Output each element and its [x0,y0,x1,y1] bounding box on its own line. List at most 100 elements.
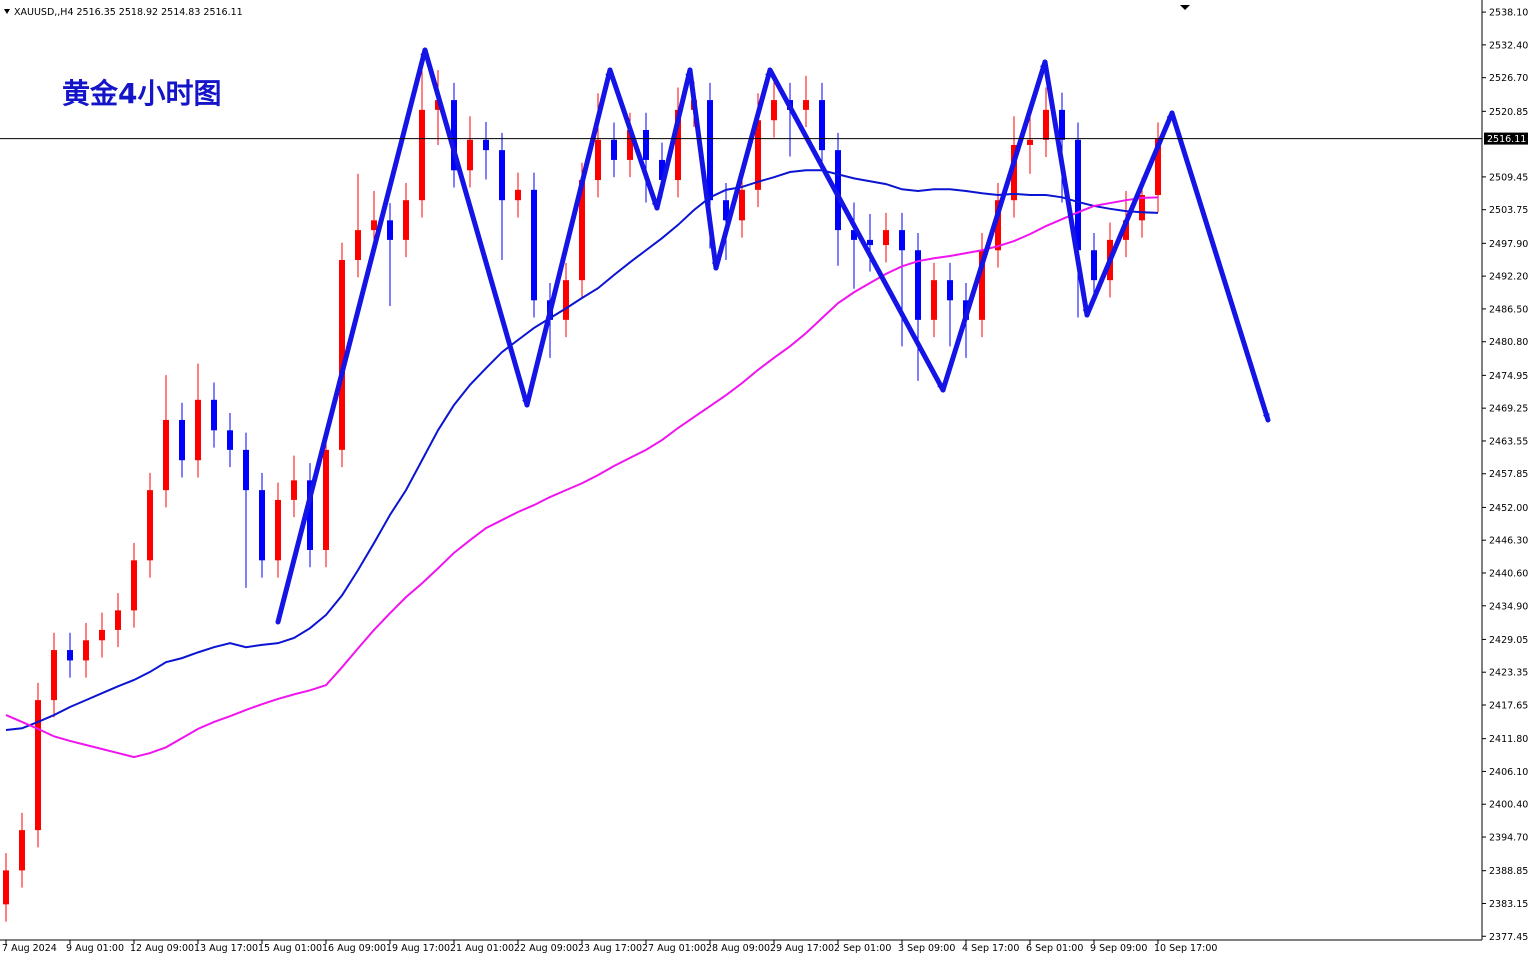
x-tick-label: 19 Aug 17:00 [386,943,450,954]
arrow [767,67,946,393]
arrow [1169,110,1271,423]
y-tick-label: 2440.60 [1489,568,1528,579]
candle-body [803,100,809,110]
candle-body [387,220,393,240]
arrow [713,67,773,271]
candle-body [995,200,1001,251]
candle-body [899,230,905,251]
candle-body [35,700,41,831]
y-tick-label: 2503.75 [1489,205,1528,216]
arrow [524,67,613,408]
y-tick-label: 2526.70 [1489,73,1528,84]
x-tick-label: 15 Aug 01:00 [258,943,322,954]
candle-body [755,120,761,190]
candle-body [339,260,345,450]
candle-body [323,449,329,550]
y-tick-label: 2497.90 [1489,239,1528,250]
y-tick-label: 2388.85 [1489,866,1528,877]
candle-body [147,490,153,561]
candle-body [291,480,297,500]
y-tick-label: 2383.15 [1489,899,1528,910]
candle-body [771,100,777,121]
candle-body [915,250,921,320]
arrow [1084,110,1175,318]
candle-body [867,239,873,246]
candle-body [227,430,233,450]
x-tick-label: 4 Sep 17:00 [962,943,1019,954]
x-tick-label: 23 Aug 17:00 [578,943,642,954]
candle-body [515,189,521,201]
candle-body [1027,139,1033,145]
candle-body [1043,109,1049,140]
chart-header: XAUUSD,,H4 2516.35 2518.92 2514.83 2516.… [14,7,243,18]
x-tick-label: 22 Aug 09:00 [514,943,578,954]
candle-body [179,419,185,461]
x-tick-label: 13 Aug 17:00 [194,943,258,954]
candle-body [851,230,857,240]
y-tick-label: 2486.50 [1489,304,1528,315]
candle-body [707,100,713,201]
candle-body [211,399,217,431]
moving-average-line [5,196,1159,759]
candle-body [435,100,441,110]
candle-body [371,220,377,231]
candle-body [739,189,745,221]
x-tick-label: 3 Sep 09:00 [898,943,955,954]
y-tick-label: 2406.10 [1489,767,1528,778]
candle-body [1139,195,1145,221]
arrow [940,59,1048,393]
candle-body [419,109,425,201]
y-tick-label: 2446.30 [1489,536,1528,547]
candle-body [243,449,249,491]
candle-body [1091,250,1097,281]
candle-body [979,250,985,320]
candle-body [627,130,633,160]
arrow [275,47,428,625]
candle-body [579,180,585,281]
plot-area [3,64,1161,922]
y-tick-label: 2434.90 [1489,601,1528,612]
candle-body [643,130,649,160]
y-tick-label: 2520.85 [1489,107,1528,118]
x-tick-label: 16 Aug 09:00 [322,943,386,954]
candle-body [531,189,537,301]
candle-body [467,139,473,171]
candle-body [659,159,665,181]
y-tick-label: 2377.45 [1489,932,1528,943]
candle-body [99,629,105,641]
menu-triangle[interactable] [4,9,10,14]
candle-body [1075,139,1081,251]
arrow [1042,59,1090,318]
x-tick-label: 9 Aug 01:00 [66,943,124,954]
x-tick-label: 28 Aug 09:00 [706,943,770,954]
candle-body [3,870,9,905]
y-tick-label: 2429.05 [1489,635,1528,646]
x-tick-label: 9 Sep 09:00 [1090,943,1147,954]
candle-body [835,150,841,231]
y-tick-label: 2452.00 [1489,503,1528,514]
x-tick-label: 21 Aug 01:00 [450,943,514,954]
x-tick-label: 10 Sep 17:00 [1154,943,1217,954]
candle-body [819,100,825,151]
candle-body [83,640,89,661]
arrow [687,67,716,271]
candle-body [195,399,201,461]
candle-body [1059,109,1065,140]
candle-body [947,280,953,301]
current-price-label: 2516.11 [1487,134,1526,145]
current-price-box [1484,132,1528,145]
candle-body [355,230,361,261]
candle-body [1011,144,1017,201]
candle-body [563,280,569,320]
candle-body [19,830,25,871]
y-tick-label: 2423.35 [1489,668,1528,679]
candle-body [51,650,57,701]
chart-title: 黄金4小时图 [62,77,221,110]
y-tick-label: 2457.85 [1489,469,1528,480]
y-tick-label: 2417.65 [1489,701,1528,712]
candle-body [595,139,601,181]
y-tick-label: 2469.25 [1489,404,1528,415]
